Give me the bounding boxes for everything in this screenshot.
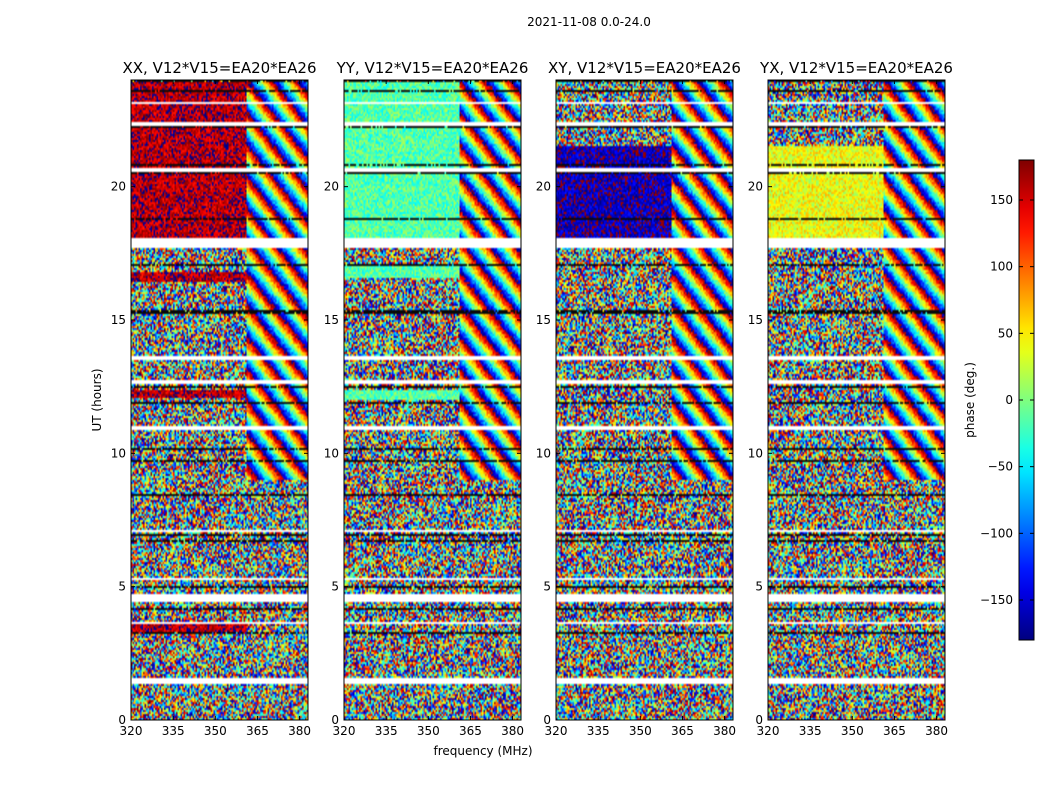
y-tick-label: 0 — [118, 713, 126, 727]
colorbar-label: phase (deg.) — [963, 362, 977, 438]
panel-title: XY, V12*V15=EA20*EA26 — [548, 59, 741, 77]
figure-suptitle: 2021-11-08 0.0-24.0 — [527, 15, 651, 29]
y-tick-label: 10 — [324, 446, 339, 460]
heatmap-image — [768, 80, 945, 720]
x-tick-label: 380 — [925, 724, 948, 738]
axes-frame — [343, 79, 522, 721]
x-tick-label: 335 — [799, 724, 822, 738]
axes-frame — [767, 79, 946, 721]
x-tick-label: 320 — [333, 724, 356, 738]
panel-title: XX, V12*V15=EA20*EA26 — [122, 59, 316, 77]
x-axis-label: frequency (MHz) — [433, 744, 532, 758]
y-tick-label: 5 — [118, 580, 126, 594]
y-tick-label: 5 — [755, 580, 763, 594]
colorbar-tick-label: −50 — [988, 460, 1013, 474]
x-tick-label: 335 — [375, 724, 398, 738]
y-tick-label: 15 — [111, 313, 126, 327]
colorbar-tick-label: 100 — [990, 260, 1013, 274]
colorbar-tick-label: 50 — [998, 326, 1013, 340]
panel: YY, V12*V15=EA20*EA26 320 335 350 365 380 0 5 10… — [324, 59, 529, 738]
y-tick-label: 5 — [543, 580, 551, 594]
y-tick-label: 10 — [536, 446, 551, 460]
colorbar-tick-label: 0 — [1005, 393, 1013, 407]
panel-title: YY, V12*V15=EA20*EA26 — [336, 59, 529, 77]
panel-title: YX, V12*V15=EA20*EA26 — [759, 59, 953, 77]
heatmap-image — [344, 80, 521, 720]
x-tick-label: 380 — [501, 724, 524, 738]
x-tick-label: 320 — [757, 724, 780, 738]
y-tick-label: 15 — [324, 313, 339, 327]
y-tick-label: 0 — [755, 713, 763, 727]
y-tick-label: 5 — [331, 580, 339, 594]
panel: XY, V12*V15=EA20*EA26 320 335 350 365 380 0 5 10… — [536, 59, 741, 738]
colorbar-tick-label: 150 — [990, 193, 1013, 207]
axes-frame — [555, 79, 734, 721]
y-tick-label: 10 — [748, 446, 763, 460]
x-tick-label: 365 — [671, 724, 694, 738]
x-tick-label: 350 — [204, 724, 227, 738]
y-tick-label: 0 — [543, 713, 551, 727]
y-tick-label: 20 — [748, 180, 763, 194]
x-tick-label: 350 — [417, 724, 440, 738]
x-tick-label: 365 — [883, 724, 906, 738]
x-tick-label: 365 — [246, 724, 269, 738]
x-tick-label: 350 — [841, 724, 864, 738]
x-tick-label: 380 — [713, 724, 736, 738]
x-tick-label: 380 — [288, 724, 311, 738]
x-tick-label: 320 — [120, 724, 143, 738]
y-tick-label: 10 — [111, 446, 126, 460]
panels: XX, V12*V15=EA20*EA26 320 335 350 365 380 0 5 10… — [111, 59, 953, 738]
colorbar: −150 −100 −50 0 50 100 150 — [980, 159, 1035, 641]
x-tick-label: 320 — [545, 724, 568, 738]
x-tick-label: 350 — [629, 724, 652, 738]
y-tick-label: 20 — [536, 180, 551, 194]
y-tick-label: 0 — [331, 713, 339, 727]
y-tick-label: 20 — [324, 180, 339, 194]
x-tick-label: 335 — [587, 724, 610, 738]
heatmap-image — [131, 80, 308, 720]
panel: YX, V12*V15=EA20*EA26 320 335 350 365 380 0 5 10… — [748, 59, 953, 738]
x-tick-label: 335 — [162, 724, 185, 738]
heatmap-image — [556, 80, 733, 720]
axes-frame — [130, 79, 309, 721]
y-tick-label: 15 — [748, 313, 763, 327]
y-tick-label: 20 — [111, 180, 126, 194]
colorbar-tick-label: −100 — [980, 526, 1013, 540]
colorbar-tick-label: −150 — [980, 593, 1013, 607]
x-tick-label: 365 — [459, 724, 482, 738]
y-axis-label: UT (hours) — [90, 368, 104, 431]
panel: XX, V12*V15=EA20*EA26 320 335 350 365 380 0 5 10… — [111, 59, 317, 738]
y-tick-label: 15 — [536, 313, 551, 327]
